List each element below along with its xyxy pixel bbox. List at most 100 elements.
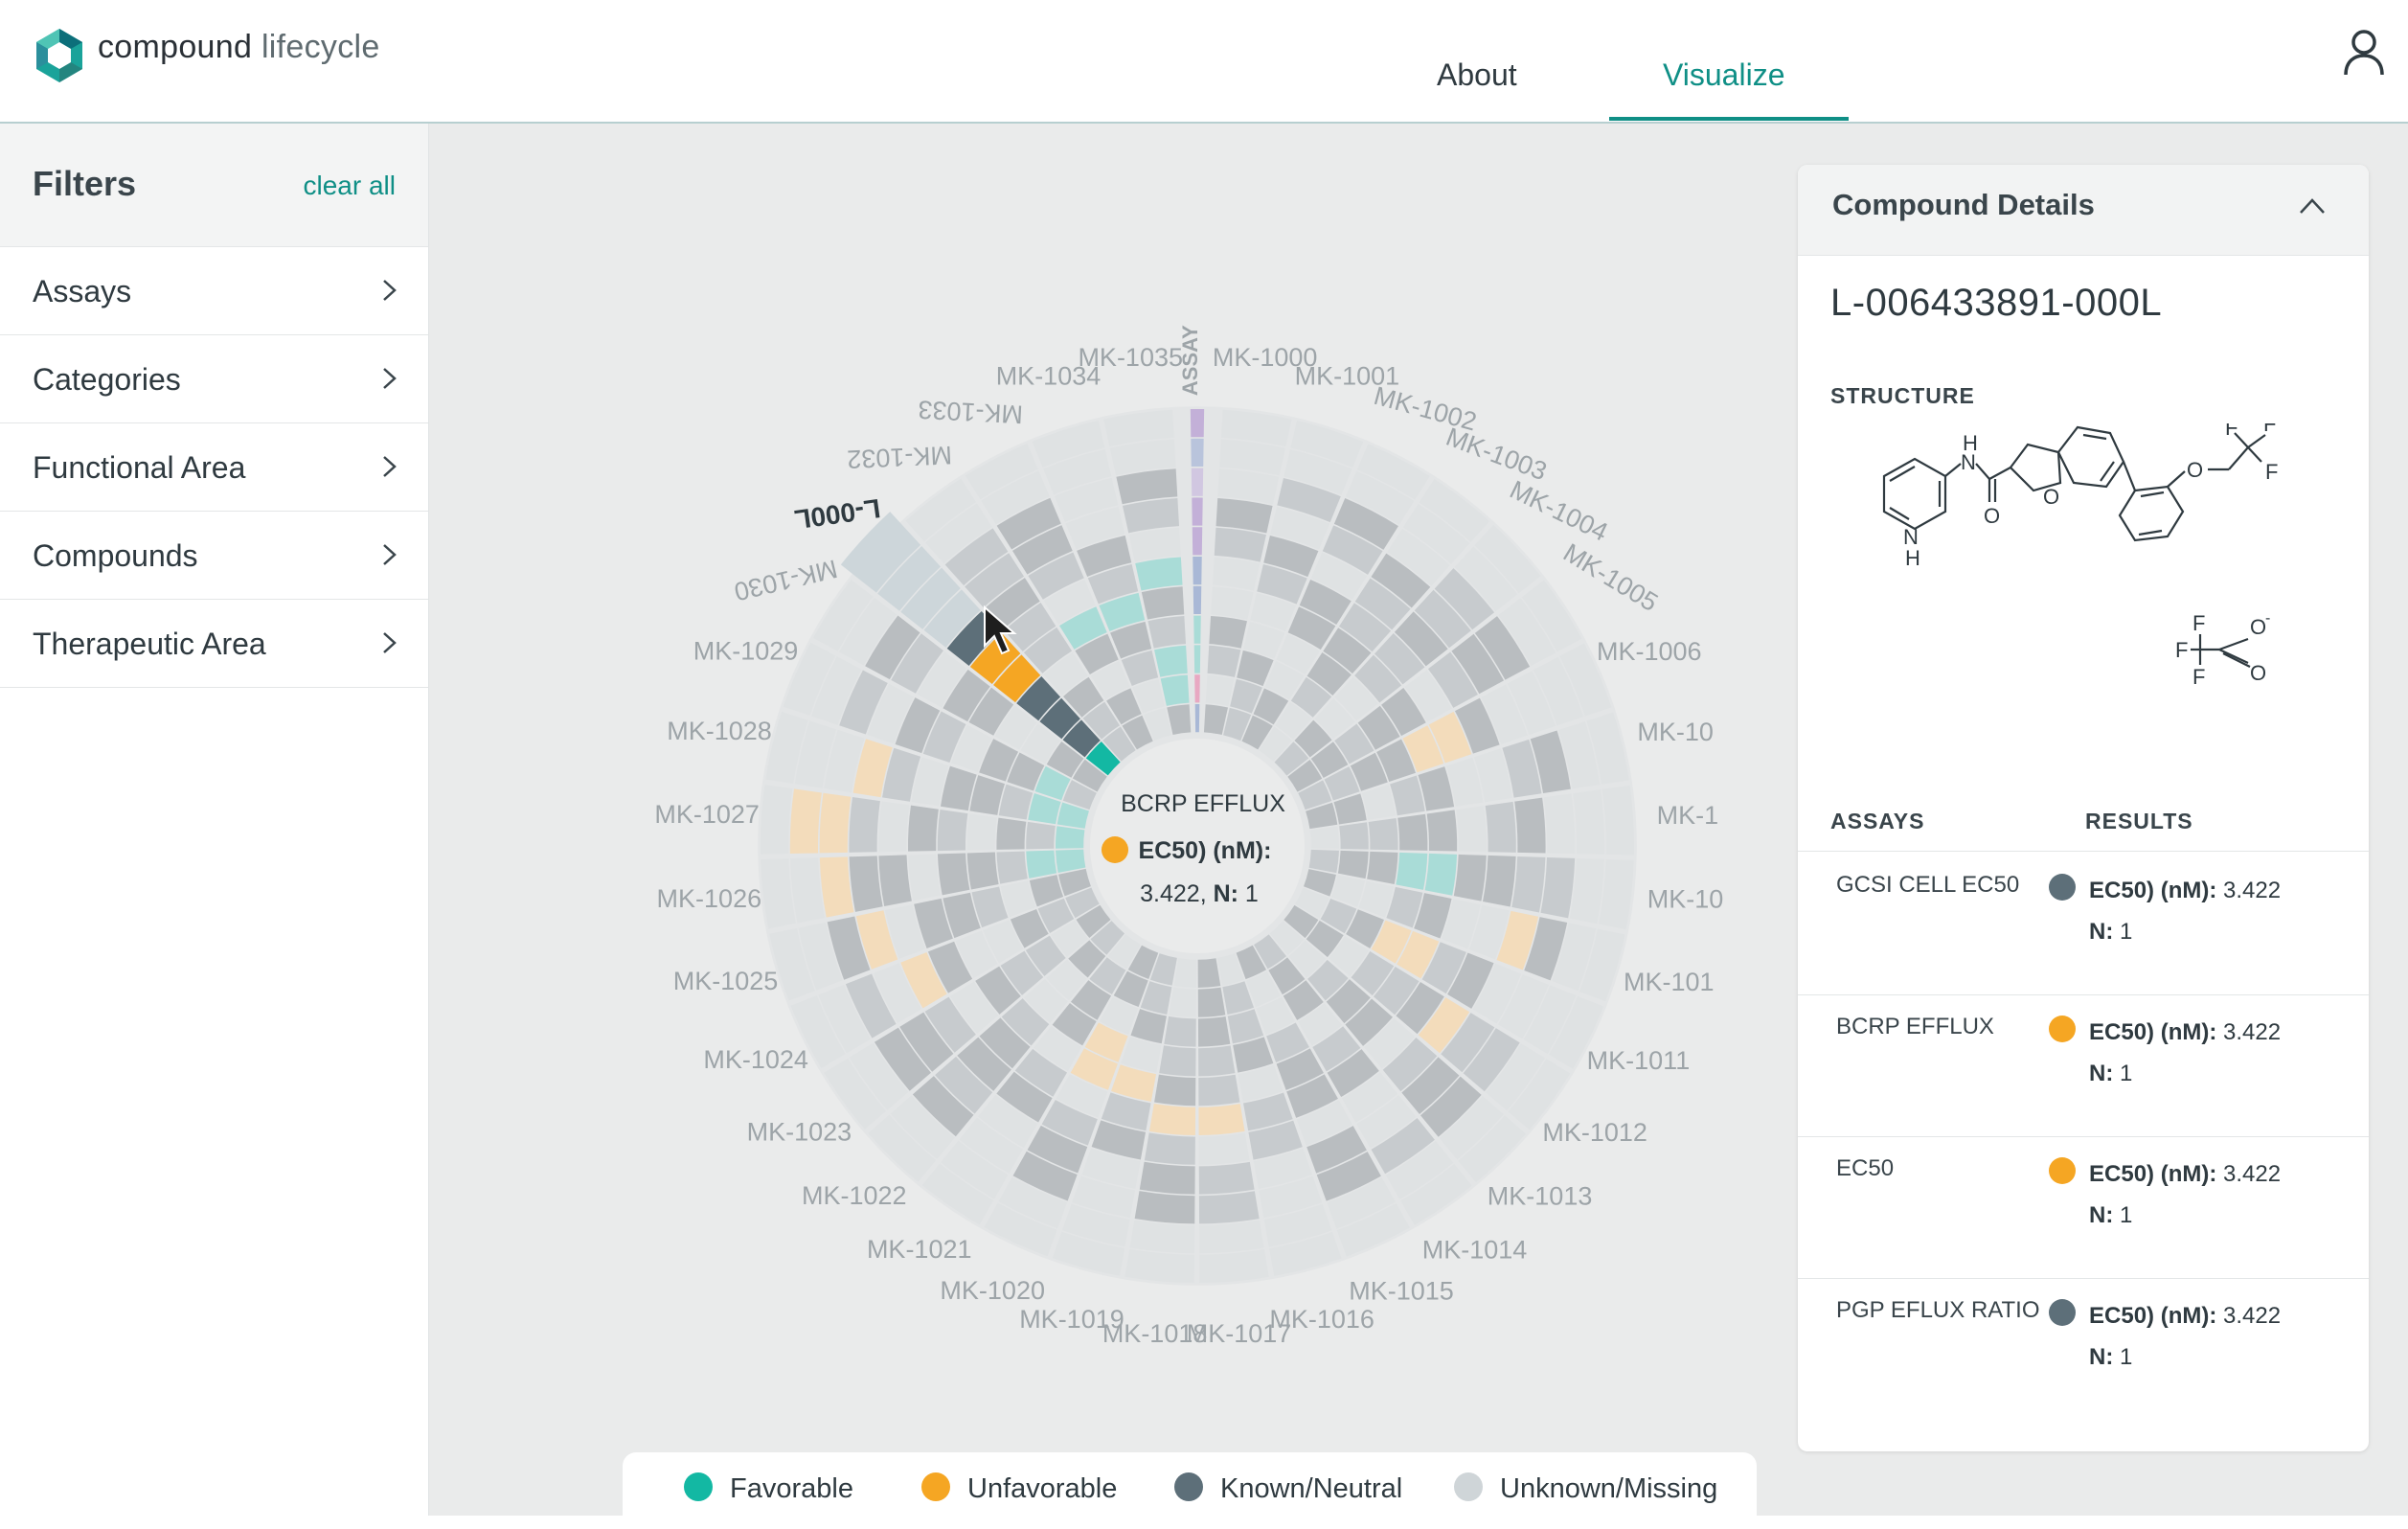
heatmap-cell[interactable] [940, 765, 977, 811]
heatmap-cell[interactable] [1386, 886, 1423, 928]
heatmap-cell[interactable] [977, 1094, 1038, 1149]
heatmap-cell[interactable] [1025, 935, 1066, 976]
compound-label[interactable]: MK-1020 [940, 1276, 1045, 1305]
heatmap-cell[interactable] [1334, 676, 1378, 721]
heatmap-cell[interactable] [1277, 477, 1341, 523]
heatmap-cell[interactable] [1076, 904, 1111, 938]
heatmap-cell[interactable] [1214, 527, 1266, 562]
heatmap-cell[interactable] [790, 857, 826, 924]
heatmap-cell[interactable] [1046, 959, 1087, 1001]
heatmap-cell[interactable] [874, 1027, 931, 1091]
heatmap-cell[interactable] [1103, 409, 1174, 447]
heatmap-cell[interactable] [993, 654, 1041, 703]
heatmap-cell[interactable] [1472, 963, 1522, 1024]
heatmap-cell[interactable] [1533, 656, 1584, 726]
heatmap-cell[interactable] [1001, 998, 1050, 1046]
heatmap-cell[interactable] [1140, 981, 1172, 1015]
heatmap-cell[interactable] [1339, 822, 1369, 850]
heatmap-cell[interactable] [1371, 553, 1431, 608]
heatmap-cell[interactable] [965, 444, 1038, 500]
heatmap-cell[interactable] [1367, 851, 1398, 885]
heatmap-cell[interactable] [1276, 1048, 1324, 1090]
heatmap-cell[interactable] [1371, 1118, 1435, 1175]
heatmap-cell[interactable] [941, 1140, 1009, 1199]
heatmap-cell[interactable] [1263, 1203, 1332, 1247]
heatmap-cell[interactable] [911, 757, 949, 807]
compound-label[interactable]: MK-1003 [1443, 422, 1551, 487]
heatmap-cell[interactable] [867, 683, 915, 744]
heatmap-cell[interactable] [1314, 697, 1355, 740]
heatmap-cell[interactable] [798, 922, 843, 991]
heatmap-cell[interactable] [1324, 766, 1360, 801]
filter-compounds[interactable]: Compounds [0, 512, 428, 600]
compound-label[interactable]: MK-1013 [1488, 1182, 1593, 1211]
heatmap-cell[interactable] [827, 916, 871, 980]
heatmap-cell[interactable] [1039, 697, 1080, 740]
heatmap-cell[interactable] [1254, 934, 1287, 970]
heatmap-cell[interactable] [925, 503, 992, 564]
heatmap-cell[interactable] [1072, 759, 1107, 792]
compound-label[interactable]: MK-1026 [657, 884, 762, 913]
heatmap-cell[interactable] [1023, 978, 1068, 1023]
heatmap-cell[interactable] [968, 687, 1014, 736]
heatmap-cell[interactable] [994, 705, 1037, 750]
compound-label[interactable]: MK-1030 [732, 554, 841, 605]
heatmap-cell[interactable] [1290, 676, 1332, 718]
heatmap-cell[interactable] [1169, 987, 1196, 1017]
heatmap-cell[interactable] [1004, 603, 1056, 651]
heatmap-cell[interactable] [1154, 645, 1188, 677]
heatmap-cell[interactable] [1339, 603, 1392, 652]
heatmap-cell[interactable] [937, 809, 968, 852]
heatmap-cell[interactable] [1511, 856, 1546, 913]
heatmap-cell[interactable] [1207, 645, 1241, 677]
heatmap-cell[interactable] [1144, 1132, 1195, 1165]
heatmap-cell[interactable] [1043, 579, 1096, 625]
heatmap-cell[interactable] [1483, 855, 1516, 907]
heatmap-cell[interactable] [1149, 953, 1177, 986]
heatmap-cell[interactable] [1428, 711, 1472, 764]
heatmap-cell[interactable] [1445, 757, 1484, 807]
heatmap-cell[interactable] [1304, 869, 1336, 897]
heatmap-cell[interactable] [1144, 707, 1172, 742]
heatmap-cell[interactable] [1090, 660, 1130, 700]
heatmap-cell[interactable] [1116, 468, 1178, 505]
heatmap-cell[interactable] [1007, 752, 1045, 791]
heatmap-cell[interactable] [1167, 704, 1192, 735]
heatmap-cell[interactable] [1586, 712, 1629, 785]
heatmap-cell[interactable] [840, 512, 921, 593]
heatmap-cell[interactable] [895, 697, 941, 754]
heatmap-cell[interactable] [1521, 580, 1582, 652]
heatmap-cell[interactable] [984, 1202, 1057, 1257]
compound-label[interactable]: MK-1034 [996, 361, 1102, 390]
heatmap-cell[interactable] [1334, 723, 1374, 764]
heatmap-cell[interactable] [1054, 477, 1119, 522]
heatmap-cell[interactable] [794, 720, 837, 788]
compound-label[interactable]: MK-10 [1647, 885, 1724, 914]
heatmap-cell[interactable] [1056, 826, 1085, 849]
heatmap-cell[interactable] [1441, 899, 1481, 949]
assay-result-row[interactable]: GCSI CELL EC50 EC50) (nM): 3.422 N: 1 [1798, 853, 2369, 995]
heatmap-cell[interactable] [1286, 1074, 1338, 1118]
heatmap-cell[interactable] [1439, 1095, 1504, 1160]
heatmap-cell[interactable] [1358, 880, 1395, 918]
heatmap-cell[interactable] [1558, 721, 1601, 789]
heatmap-cell[interactable] [1287, 606, 1336, 650]
heatmap-cell[interactable] [1062, 780, 1097, 810]
heatmap-cell[interactable] [839, 670, 888, 735]
heatmap-cell[interactable] [1037, 898, 1075, 933]
heatmap-cell[interactable] [1072, 1175, 1136, 1219]
heatmap-cell[interactable] [1288, 940, 1327, 978]
heatmap-cell[interactable] [1084, 1022, 1128, 1062]
heatmap-cell[interactable] [937, 853, 970, 896]
compound-details-header[interactable]: Compound Details [1798, 165, 2369, 256]
heatmap-cell[interactable] [955, 930, 998, 978]
compound-label[interactable]: MK-1033 [918, 395, 1024, 428]
heatmap-cell[interactable] [1330, 875, 1366, 907]
heatmap-cell[interactable] [1075, 633, 1119, 675]
heatmap-cell[interactable] [1246, 970, 1281, 1008]
heatmap-cell[interactable] [1498, 974, 1549, 1039]
heatmap-cell[interactable] [1217, 468, 1280, 505]
heatmap-cell[interactable] [1283, 980, 1324, 1020]
heatmap-cell[interactable] [1215, 498, 1273, 534]
heatmap-cell[interactable] [1227, 1009, 1264, 1044]
